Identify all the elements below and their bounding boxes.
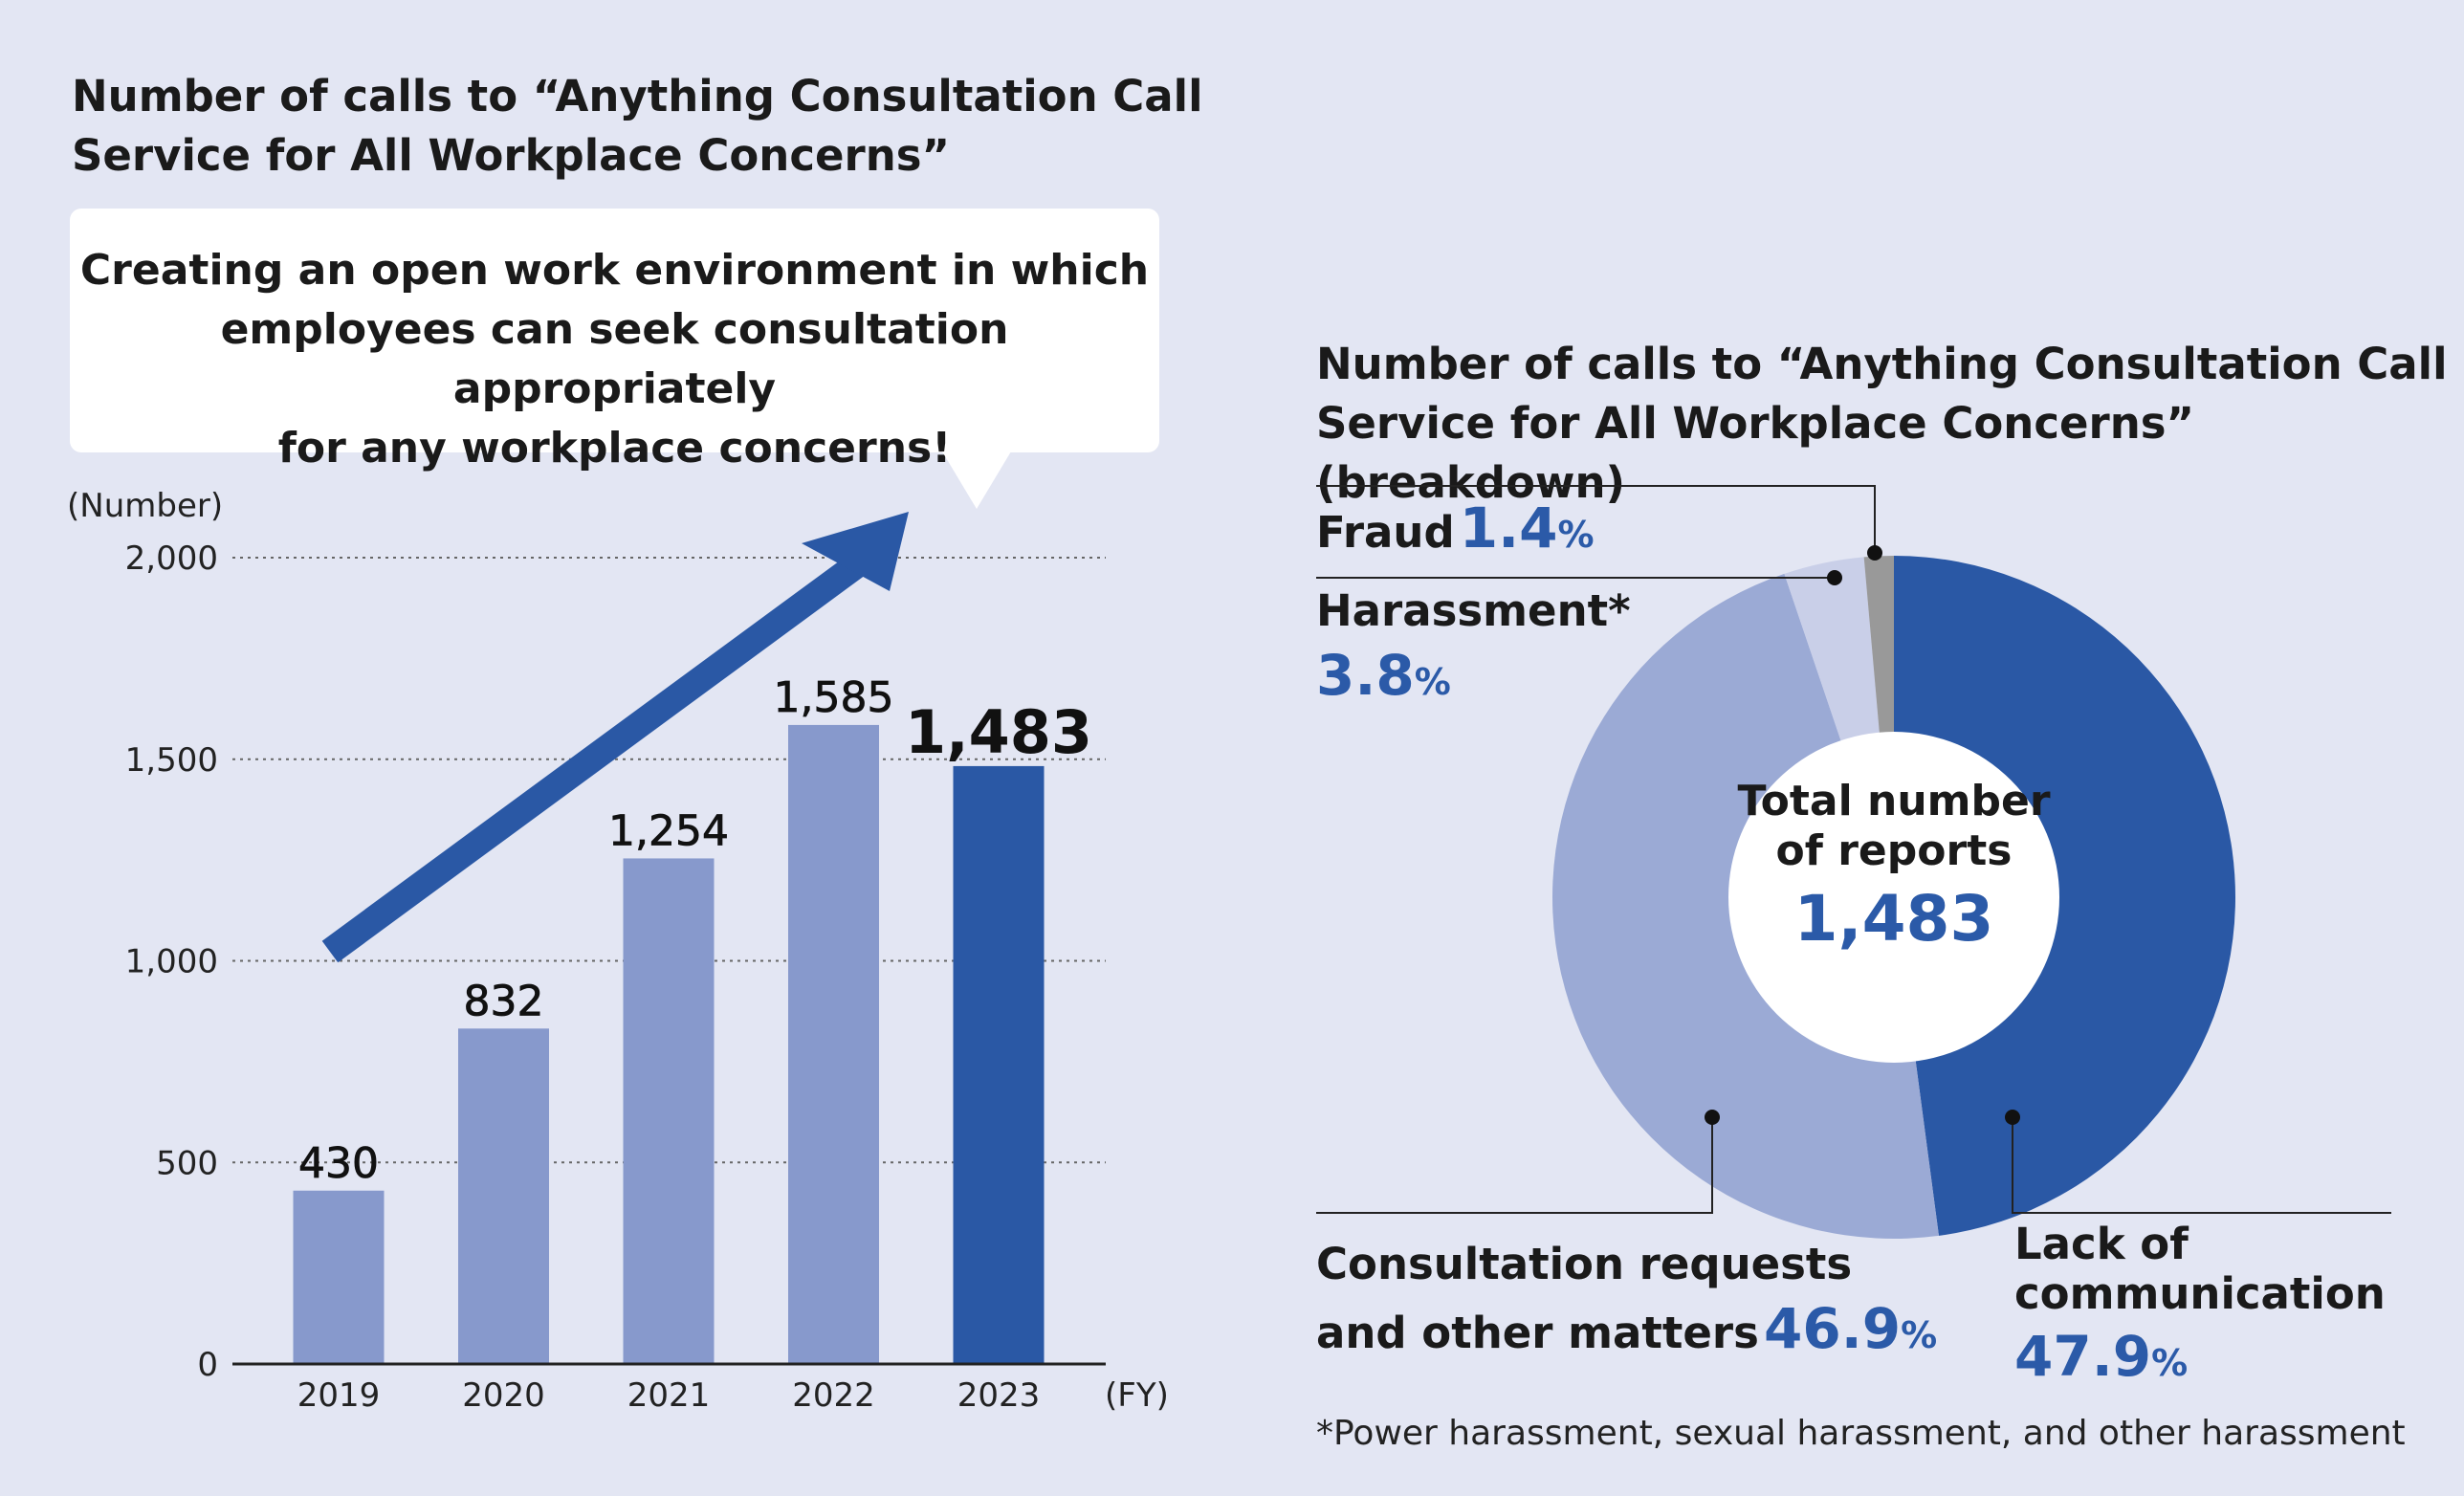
bar-value-labels: 430 832 1,254 1,585 1,483 [298, 673, 1092, 1189]
x-tick-label-2019: 2019 [297, 1376, 381, 1415]
slice-value-consultation: 46.9 [1764, 1296, 1902, 1361]
slice-name-consultation-line-2: and other matters [1316, 1308, 1759, 1358]
bar-chart: 430 832 1,254 1,585 1,483 0 500 1,000 1,500 2,00… [67, 487, 1169, 1415]
bar-value-label-2022: 1,585 [774, 673, 894, 722]
right-title-line-1: Number of calls to “Anything Consultatio… [1316, 339, 2448, 389]
x-axis-label: (FY) [1105, 1376, 1169, 1415]
bar-2022 [788, 724, 879, 1364]
slice-label-harassment: Harassment* 3.8% [1316, 582, 1631, 724]
slice-name-harassment: Harassment* [1316, 585, 1631, 636]
bubble-tail [942, 451, 1011, 509]
y-tick-label: 500 [156, 1144, 218, 1182]
slice-name-fraud: Fraud [1316, 507, 1455, 558]
y-tick-label: 2,000 [125, 539, 218, 578]
y-axis-label: (Number) [67, 487, 223, 525]
center-label-line-1: Total number [1737, 777, 2051, 825]
growth-arrow-head [802, 512, 909, 591]
bar-value-label-2021: 1,254 [608, 806, 729, 855]
bar-value-label-2020: 832 [464, 977, 544, 1025]
center-label-line-2: of reports [1775, 826, 2013, 875]
bar-value-label-2019: 430 [298, 1139, 379, 1188]
bubble-line-2: employees can seek consultation appropri… [220, 305, 1009, 413]
bar-chart-bars [293, 724, 1045, 1364]
bar-x-tick-labels: 2019 2020 2021 2022 2023 [297, 1376, 1041, 1415]
slice-percent-harassment: % [1414, 661, 1451, 703]
leader-line-consultation [1316, 1117, 1713, 1214]
left-title-line-2: Service for All Workplace Concerns” [72, 130, 951, 181]
bar-2021 [623, 858, 715, 1364]
slice-label-lack: Lack of communication 47.9% [2014, 1220, 2386, 1408]
leader-dot-harassment [1827, 570, 1842, 585]
slice-value-harassment: 3.8 [1316, 643, 1415, 708]
growth-arrow-shaft [321, 543, 879, 963]
slice-label-consultation: Consultation requests and other matters … [1316, 1234, 1937, 1376]
leader-dot-lack [2005, 1110, 2020, 1125]
leader-dot-fraud [1867, 545, 1882, 561]
donut-leader-lines [1316, 485, 2391, 1214]
bar-y-tick-labels: 0 500 1,000 1,500 2,000 [125, 539, 218, 1384]
y-tick-label: 0 [197, 1346, 218, 1384]
x-tick-label-2022: 2022 [792, 1376, 875, 1415]
x-tick-label-2023: 2023 [957, 1376, 1041, 1415]
bubble-line-1: Creating an open work environment in whi… [79, 246, 1150, 295]
slice-value-lack: 47.9 [2014, 1324, 2152, 1389]
bar-value-label-2023: 1,483 [905, 697, 1092, 767]
right-chart-title: Number of calls to “Anything Consultatio… [1316, 335, 2464, 513]
x-tick-label-2020: 2020 [462, 1376, 545, 1415]
donut-slice-lack-of-communication [1894, 556, 2235, 1236]
y-tick-label: 1,500 [125, 741, 218, 780]
bar-2019 [293, 1190, 385, 1364]
message-bubble: Creating an open work environment in whi… [70, 209, 1159, 473]
bar-2023 [953, 765, 1045, 1364]
donut-center-circle [1728, 732, 2059, 1063]
x-tick-label-2021: 2021 [627, 1376, 711, 1415]
leader-dot-consultation [1705, 1110, 1720, 1125]
donut-chart [1316, 485, 2391, 1239]
slice-label-fraud: Fraud 1.4% [1316, 495, 1595, 561]
left-chart-title: Number of calls to “Anything Consultatio… [72, 67, 1203, 186]
slice-percent-fraud: % [1557, 514, 1595, 556]
left-title-line-1: Number of calls to “Anything Consultatio… [72, 71, 1203, 121]
bubble-text: Creating an open work environment in whi… [70, 241, 1159, 478]
footnote: *Power harassment, sexual harassment, an… [1316, 1414, 2406, 1453]
leader-line-lack [2012, 1117, 2391, 1214]
growth-arrow-icon [321, 512, 909, 963]
leader-line-fraud [1316, 485, 1876, 553]
bar-2020 [458, 1028, 549, 1364]
slice-value-fraud: 1.4 [1459, 495, 1558, 561]
donut-center-label: Total number of reports 1,483 [1722, 777, 2066, 962]
slice-name-lack-line-1: Lack of [2014, 1219, 2189, 1269]
slice-name-consultation-line-1: Consultation requests [1316, 1239, 1853, 1289]
bubble-line-3: for any workplace concerns! [277, 424, 952, 473]
center-total-value: 1,483 [1793, 882, 1994, 956]
y-tick-label: 1,000 [125, 943, 218, 981]
right-title-line-2: Service for All Workplace Concerns” (bre… [1316, 398, 2195, 508]
slice-percent-lack: % [2151, 1342, 2189, 1384]
slice-percent-consultation: % [1901, 1314, 1938, 1356]
slice-name-lack-line-2: communication [2014, 1268, 2386, 1319]
